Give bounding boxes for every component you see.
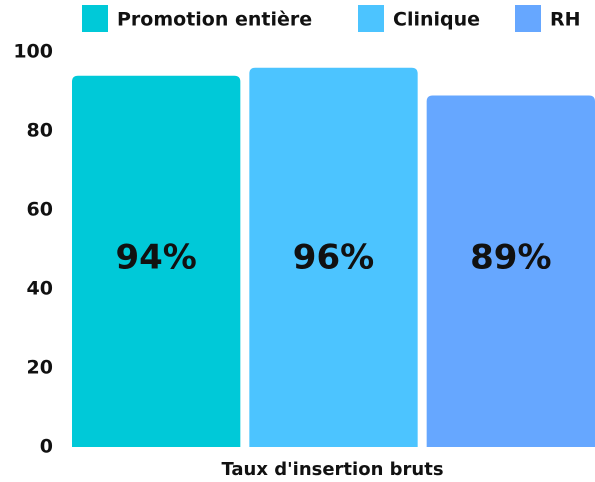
bar [72,75,241,447]
legend-swatch [82,5,108,32]
legend-label: RH [550,9,581,31]
value-label: 96% [293,238,374,278]
y-tick-label: 0 [40,436,53,458]
y-tick-label: 20 [27,357,53,379]
y-tick-label: 40 [27,278,53,300]
legend-swatch [515,5,541,32]
value-label: 89% [470,238,551,278]
x-tick-label: Taux d'insertion bruts [221,459,443,480]
y-tick-label: 80 [27,120,53,142]
legend-label: Clinique [393,9,480,31]
y-tick-label: 100 [13,41,53,63]
value-label: 94% [115,238,196,278]
y-tick-label: 60 [27,199,53,221]
legend-swatch [358,5,384,32]
legend-label: Promotion entière [117,9,312,31]
bar [426,95,595,447]
bar [249,67,418,448]
